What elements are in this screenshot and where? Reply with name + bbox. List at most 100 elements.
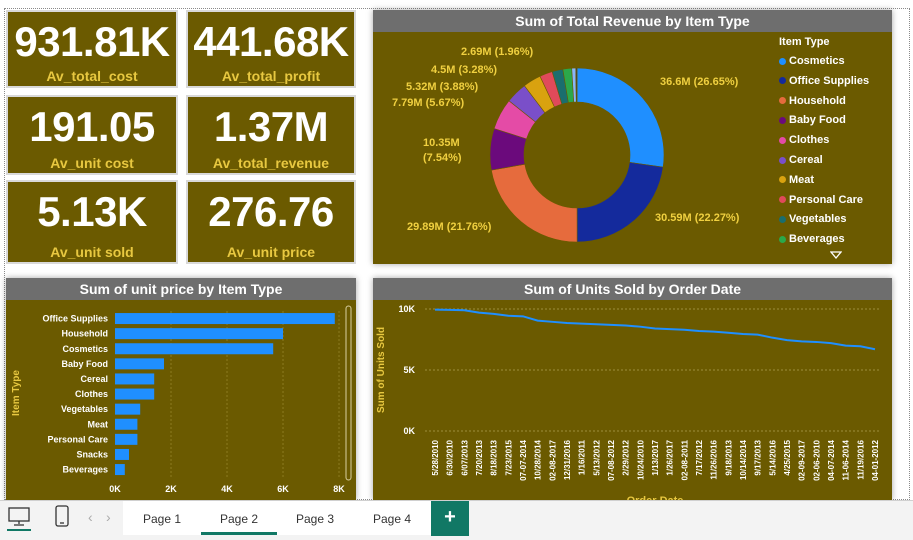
kpi-value: 441.68K [193, 18, 349, 65]
donut-data-label: 2.69M (1.96%) [461, 46, 534, 58]
x-tick-label: 6K [277, 484, 289, 494]
y-axis-title: Item Type [11, 370, 22, 416]
donut-data-label: 29.89M (21.76%) [407, 221, 492, 233]
scrollbar[interactable] [345, 305, 352, 481]
donut-legend[interactable]: Item Type Cosmetics Office Supplies Househ… [779, 36, 899, 250]
phone-icon[interactable] [55, 505, 69, 527]
x-tick-label: 5/14/2016 [768, 439, 777, 475]
x-tick-label: 07-07-2014 [519, 439, 528, 480]
bar[interactable] [115, 464, 125, 476]
donut-data-label: 10.35M (7.54%) [423, 137, 462, 164]
monitor-icon[interactable] [8, 507, 30, 527]
legend-dot-icon [779, 235, 786, 243]
donut-panel[interactable]: Sum of Total Revenue by Item Type 36.6M … [373, 10, 892, 264]
legend-item[interactable]: Office Supplies [779, 72, 899, 92]
kpi-card[interactable]: 931.81K Av_total_cost [6, 10, 178, 88]
donut-data-label: 7.79M (5.67%) [392, 97, 465, 109]
page-tab[interactable]: Page 1 [123, 501, 202, 535]
legend-dot-icon [779, 77, 786, 85]
legend-dot-icon [779, 116, 786, 124]
y-category-label: Beverages [62, 465, 108, 475]
x-tick-label: 5/13/2012 [592, 439, 601, 475]
legend-item[interactable]: Personal Care [779, 191, 899, 211]
kpi-card[interactable]: 276.76 Av_unit price [186, 180, 356, 264]
donut-data-label: 5.32M (3.88%) [406, 81, 479, 93]
bar[interactable] [115, 448, 129, 460]
legend-item[interactable]: Beverages [779, 230, 899, 250]
x-tick-label: 9/17/2013 [754, 439, 763, 475]
page-navigator: ‹ › Page 1 Page 2 Page 3 Page 4 + [0, 500, 913, 540]
x-tick-label: 7/20/2013 [475, 439, 484, 475]
legend-item[interactable]: Baby Food [779, 111, 899, 131]
legend-item[interactable]: Cereal [779, 151, 899, 171]
y-category-label: Cereal [80, 374, 108, 384]
kpi-value: 931.81K [14, 18, 170, 65]
line-chart[interactable]: 0K 5K 10K 5/28/2010 6/30/2010 6/07/2013 7/20/2… [373, 278, 892, 500]
y-tick-label: 10K [398, 304, 415, 314]
kpi-label: Av_unit price [226, 244, 316, 260]
bar[interactable] [115, 313, 335, 325]
bar[interactable] [115, 358, 164, 370]
kpi-value: 1.37M [213, 103, 329, 150]
y-category-label: Office Supplies [42, 314, 108, 324]
donut-data-label: 4.5M (3.28%) [431, 64, 498, 76]
donut-slice[interactable] [576, 162, 664, 243]
x-tick-label: 9/18/2013 [724, 439, 733, 475]
bar[interactable] [115, 388, 155, 400]
legend-item[interactable]: Meat [779, 171, 899, 191]
donut-data-label: 36.6M (26.65%) [660, 76, 739, 88]
legend-item[interactable]: Cosmetics [779, 52, 899, 72]
donut-slice[interactable] [576, 67, 665, 168]
legend-label: Office Supplies [789, 74, 870, 87]
legend-item[interactable]: Clothes [779, 131, 899, 151]
series-line[interactable] [434, 308, 876, 351]
y-tick-label: 5K [403, 365, 415, 375]
x-tick-label: 5/28/2010 [431, 439, 440, 475]
x-tick-label: 6/07/2013 [460, 439, 469, 475]
bar-chart[interactable]: 0K 2K 4K 6K 8K Office Supplies Household Cosmet… [6, 278, 356, 500]
donut-slice[interactable] [490, 163, 578, 243]
x-tick-label: 0K [109, 484, 121, 494]
legend-item[interactable]: Vegetables [779, 210, 899, 230]
bar[interactable] [115, 328, 283, 340]
kpi-value: 191.05 [29, 103, 155, 150]
page-tab[interactable]: Page 2 [201, 501, 278, 535]
legend-label: Cosmetics [789, 55, 845, 67]
kpi-label: Av_total_profit [221, 68, 321, 84]
x-tick-label: 04-01-2012 [871, 439, 880, 480]
next-page-icon[interactable]: › [106, 509, 111, 525]
x-tick-label: 11/26/2016 [710, 439, 719, 479]
bar[interactable] [115, 433, 138, 445]
bar[interactable] [115, 373, 155, 385]
kpi-card[interactable]: 191.05 Av_unit cost [6, 95, 178, 175]
kpi-value: 276.76 [208, 188, 334, 235]
donut-chart[interactable] [373, 10, 892, 264]
legend-item[interactable]: Household [779, 92, 899, 112]
x-tick-label: 8K [333, 484, 345, 494]
bar[interactable] [115, 403, 141, 415]
y-category-label: Clothes [75, 389, 108, 399]
kpi-card[interactable]: 5.13K Av_unit sold [6, 180, 178, 264]
x-tick-label: 02-08-2011 [680, 439, 689, 480]
legend-dot-icon [779, 136, 786, 144]
legend-title: Item Type [779, 36, 830, 48]
kpi-card[interactable]: 1.37M Av_total_revenue [186, 95, 356, 175]
donut-slice[interactable] [575, 67, 578, 103]
x-tick-label: 07-08-2012 [607, 439, 616, 480]
legend-label: Vegetables [789, 213, 847, 226]
legend-label: Household [789, 94, 846, 107]
bar-panel[interactable]: Sum of unit price by Item Type 0K 2K 4K 6K 8… [6, 278, 356, 500]
legend-more-icon[interactable] [830, 251, 842, 259]
kpi-card[interactable]: 441.68K Av_total_profit [186, 10, 356, 88]
bar[interactable] [115, 343, 274, 355]
legend-label: Baby Food [789, 114, 846, 127]
bar[interactable] [115, 418, 138, 430]
line-panel[interactable]: Sum of Units Sold by Order Date 0K 5K 10K 5… [373, 278, 892, 500]
prev-page-icon[interactable]: ‹ [88, 509, 93, 525]
legend-dot-icon [779, 57, 786, 65]
page-tab[interactable]: Page 3 [277, 501, 354, 535]
page-tab[interactable]: Page 4 [353, 501, 432, 535]
add-page-button[interactable]: + [431, 501, 469, 536]
y-category-label: Snacks [76, 449, 108, 459]
x-tick-label: 8/18/2013 [490, 439, 499, 475]
